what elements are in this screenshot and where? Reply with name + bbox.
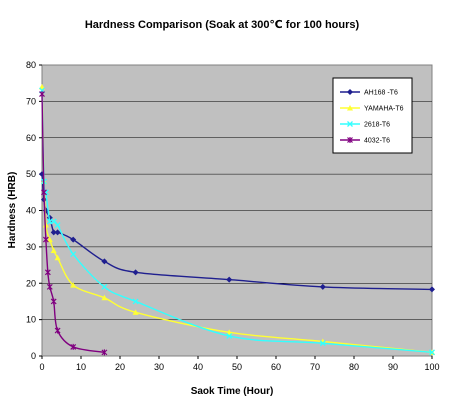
data-point: [101, 349, 108, 356]
data-point: [70, 343, 77, 350]
series-3: [39, 91, 108, 356]
data-point: [41, 189, 47, 196]
x-tick-label: 30: [154, 362, 164, 372]
data-point: [42, 236, 49, 243]
data-point: [39, 83, 45, 90]
legend-marker: [347, 89, 353, 95]
x-axis-ticks: 0 10 20 30 40 50 60 70 80 90 100: [39, 356, 440, 372]
data-point: [319, 340, 326, 347]
y-axis-label: Hardness (HRB): [7, 172, 18, 249]
y-tick-label: 40: [26, 206, 36, 216]
y-tick-label: 50: [26, 169, 36, 179]
data-point: [39, 91, 45, 98]
data-point: [50, 247, 57, 254]
data-point: [50, 229, 57, 236]
x-tick-label: 60: [271, 362, 281, 372]
data-point: [101, 258, 108, 265]
x-tick-label: 100: [424, 362, 439, 372]
data-point: [54, 222, 61, 229]
data-point: [132, 269, 139, 276]
x-tick-label: 10: [76, 362, 86, 372]
x-tick-label: 0: [39, 362, 44, 372]
data-point: [319, 283, 326, 290]
series-group: [39, 83, 435, 356]
legend-label: 2618-T6: [364, 122, 390, 129]
legend-label: YAMAHA-T6: [364, 106, 404, 113]
data-point: [226, 329, 233, 335]
data-point: [70, 236, 77, 243]
legend-marker: [347, 105, 353, 111]
data-point: [132, 298, 139, 305]
data-point: [42, 222, 49, 228]
legend-label: AH168 -T6: [364, 90, 398, 97]
y-tick-label: 70: [26, 96, 36, 106]
x-tick-label: 50: [232, 362, 242, 372]
x-tick-label: 70: [310, 362, 320, 372]
y-tick-label: 0: [31, 351, 36, 361]
data-point: [70, 282, 77, 288]
data-point: [50, 298, 57, 305]
data-point: [429, 349, 435, 356]
x-tick-label: 40: [193, 362, 203, 372]
data-point: [132, 309, 139, 315]
data-point: [101, 283, 108, 290]
data-point: [429, 286, 435, 293]
data-point: [54, 327, 61, 334]
data-point: [46, 283, 53, 290]
data-point: [54, 229, 61, 236]
y-tick-label: 20: [26, 278, 36, 288]
legend-label: 4032-T6: [364, 138, 390, 145]
y-tick-label: 80: [26, 60, 36, 70]
y-axis-ticks: 0 10 20 30 40 50 60 70 80: [26, 60, 42, 361]
legend-marker: [347, 137, 353, 143]
data-point: [44, 269, 51, 276]
y-tick-label: 60: [26, 133, 36, 143]
data-point: [101, 294, 108, 301]
x-tick-label: 90: [388, 362, 398, 372]
legend: AH168 -T6 YAMAHA-T6 2618-T6 4032-T6: [332, 77, 413, 154]
data-point: [54, 254, 61, 261]
data-point: [226, 276, 233, 283]
x-tick-label: 80: [349, 362, 359, 372]
x-tick-label: 20: [115, 362, 125, 372]
data-point: [226, 333, 233, 339]
chart-title: Hardness Comparison (Soak at 300℃ for 10…: [85, 19, 360, 31]
x-axis-label: Saok Time (Hour): [191, 386, 274, 397]
data-point: [70, 251, 77, 258]
data-point: [46, 236, 53, 243]
legend-marker: [347, 121, 353, 127]
y-tick-label: 30: [26, 242, 36, 252]
y-tick-label: 10: [26, 315, 36, 325]
